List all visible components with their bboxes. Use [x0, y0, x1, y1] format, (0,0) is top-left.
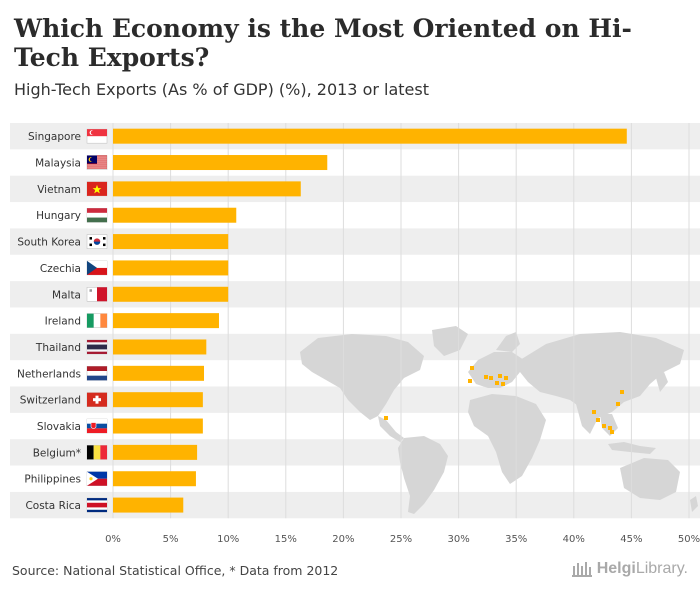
source-note: Source: National Statistical Office, * D…	[12, 563, 339, 578]
brand-name: Helgi	[596, 560, 636, 577]
bar-thailand	[113, 339, 207, 355]
map-landmass	[300, 334, 424, 420]
bar-philippines	[113, 471, 196, 487]
category-label: Vietnam	[37, 184, 81, 196]
bar-netherlands	[113, 365, 205, 381]
map-landmass	[608, 442, 656, 454]
map-landmass	[620, 458, 680, 500]
bar-malaysia	[113, 155, 328, 171]
malaysia-flag-icon	[86, 155, 108, 170]
bar-belgium	[113, 444, 198, 460]
map-highlight	[620, 390, 624, 394]
brand-suffix: Library.	[635, 560, 688, 577]
category-label: Malaysia	[35, 158, 81, 170]
map-landmass	[468, 394, 546, 484]
x-tick-label: 40%	[563, 534, 585, 545]
map-highlight	[501, 382, 505, 386]
bar-south-korea	[113, 234, 229, 250]
czechia-flag-icon	[86, 260, 108, 276]
category-label: Switzerland	[20, 395, 81, 407]
singapore-flag-icon	[86, 128, 108, 144]
map-landmass	[520, 332, 684, 418]
south-korea-flag-icon	[86, 234, 108, 249]
x-axis-ticks: 0% 5% 10% 15% 20% 25% 30% 35% 40% 45% 50%	[105, 534, 700, 545]
map-highlight	[495, 381, 499, 385]
map-highlight	[384, 416, 388, 420]
thailand-flag-icon	[86, 339, 108, 355]
map-landmass	[398, 436, 448, 514]
map-landmass	[496, 332, 520, 352]
x-tick-label: 35%	[505, 534, 527, 545]
x-tick-label: 5%	[163, 534, 179, 545]
bar-costa-rica	[113, 497, 184, 513]
helgi-library-logo: HelgiLibrary.	[571, 560, 688, 578]
flag-icons	[86, 128, 108, 513]
hungary-flag-icon	[86, 207, 108, 223]
bar-singapore	[113, 128, 627, 144]
world-map	[300, 326, 698, 514]
bar-switzerland	[113, 392, 203, 408]
category-label: Singapore	[28, 131, 81, 143]
category-label: Philippines	[24, 474, 81, 486]
switzerland-flag-icon	[86, 392, 108, 407]
map-highlight	[608, 426, 612, 430]
belgium-flag-icon	[86, 445, 108, 460]
map-landmass	[378, 416, 404, 442]
map-highlight	[596, 418, 600, 422]
x-tick-label: 45%	[620, 534, 642, 545]
map-highlight	[484, 375, 488, 379]
map-highlight	[504, 376, 508, 380]
x-tick-label: 50%	[678, 534, 700, 545]
category-label: Slovakia	[37, 421, 81, 433]
category-label: Thailand	[35, 342, 81, 354]
map-landmass	[690, 496, 698, 512]
x-tick-label: 30%	[447, 534, 469, 545]
map-highlight	[592, 410, 596, 414]
map-highlight	[470, 366, 474, 370]
map-highlight	[602, 424, 606, 428]
category-label: Belgium*	[33, 447, 81, 459]
x-tick-label: 25%	[390, 534, 412, 545]
map-highlight	[468, 379, 472, 383]
category-label: Netherlands	[17, 368, 81, 380]
slovakia-flag-icon	[86, 418, 108, 434]
costa-rica-flag-icon	[86, 497, 108, 513]
bars	[113, 128, 627, 513]
ireland-flag-icon	[86, 313, 108, 328]
category-label: Czechia	[40, 263, 81, 275]
x-tick-label: 15%	[275, 534, 297, 545]
netherlands-flag-icon	[86, 366, 108, 381]
map-highlight	[616, 402, 620, 406]
category-label: South Korea	[17, 237, 81, 249]
philippines-flag-icon	[86, 471, 108, 486]
x-tick-label: 20%	[332, 534, 354, 545]
map-highlight	[489, 376, 493, 380]
x-tick-label: 10%	[217, 534, 239, 545]
map-landmass	[468, 352, 524, 388]
category-label: Ireland	[45, 316, 81, 328]
bar-vietnam	[113, 181, 301, 197]
category-labels: Singapore Malaysia Vietnam Hungary South Kor…	[17, 131, 81, 512]
bar-hungary	[113, 207, 237, 223]
chart-subtitle: High-Tech Exports (As % of GDP) (%), 201…	[14, 80, 429, 99]
library-columns-icon	[571, 562, 592, 577]
malta-flag-icon	[86, 287, 108, 302]
bar-ireland	[113, 313, 219, 329]
category-label: Hungary	[36, 210, 81, 222]
x-tick-label: 0%	[105, 534, 121, 545]
map-highlight	[498, 374, 502, 378]
vietnam-flag-icon	[86, 181, 108, 197]
bar-czechia	[113, 260, 229, 276]
category-label: Costa Rica	[25, 500, 81, 512]
bar-malta	[113, 286, 229, 302]
category-label: Malta	[52, 289, 81, 301]
bar-slovakia	[113, 418, 203, 434]
chart-title: Which Economy is the Most Oriented on Hi…	[14, 14, 632, 72]
map-landmass	[656, 372, 668, 392]
map-highlight	[610, 430, 614, 434]
